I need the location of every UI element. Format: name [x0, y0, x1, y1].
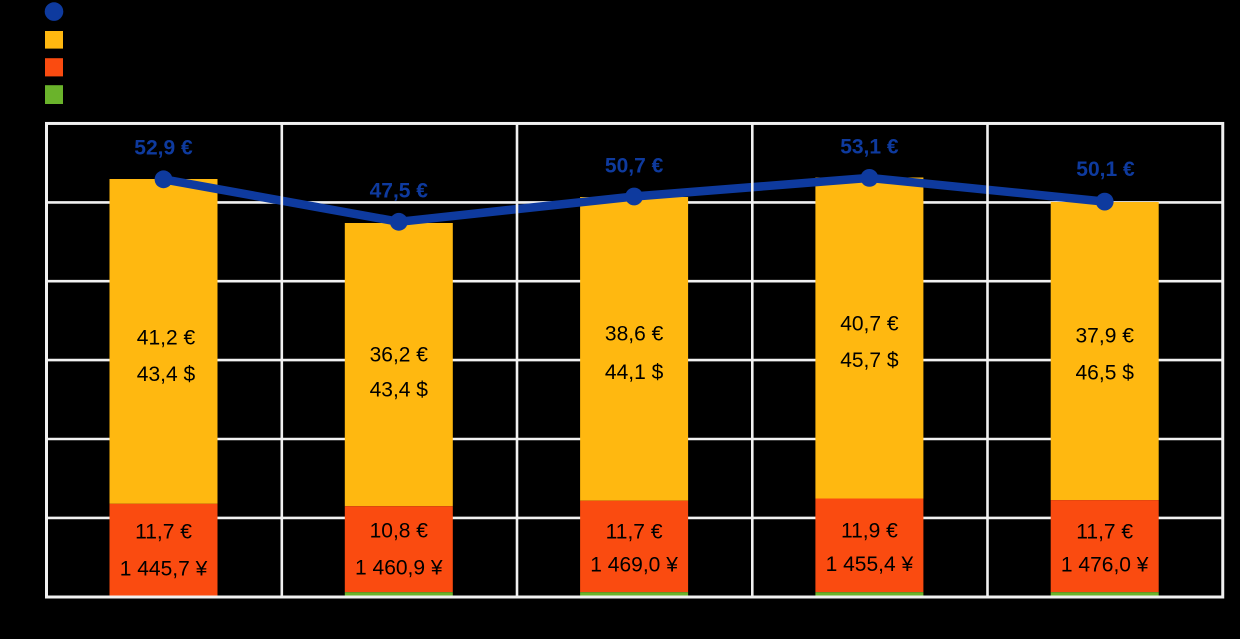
svg-text:11,7 €: 11,7 € — [135, 520, 192, 543]
svg-text:1 476,0 ¥: 1 476,0 ¥ — [1061, 553, 1149, 576]
svg-text:44,1 $: 44,1 $ — [605, 361, 664, 384]
svg-text:45,7 $: 45,7 $ — [840, 349, 899, 372]
svg-text:11,7 €: 11,7 € — [1076, 520, 1133, 543]
svg-text:41,2 €: 41,2 € — [137, 326, 196, 349]
svg-text:37,9 €: 37,9 € — [1076, 324, 1135, 347]
svg-text:1 460,9 ¥: 1 460,9 ¥ — [355, 556, 443, 579]
svg-text:11,7 €: 11,7 € — [606, 520, 663, 543]
svg-text:1 469,0 ¥: 1 469,0 ¥ — [590, 553, 678, 576]
svg-text:50,1 €: 50,1 € — [1076, 158, 1135, 181]
svg-text:53,1 €: 53,1 € — [840, 135, 899, 158]
svg-text:46,5 $: 46,5 $ — [1076, 362, 1135, 385]
svg-text:1 445,7 ¥: 1 445,7 ¥ — [120, 557, 208, 580]
svg-text:38,6 €: 38,6 € — [605, 322, 664, 345]
svg-text:50,7 €: 50,7 € — [605, 154, 664, 177]
svg-text:36,2 €: 36,2 € — [370, 343, 429, 366]
svg-text:47,5 €: 47,5 € — [370, 180, 429, 203]
svg-text:52,9 €: 52,9 € — [134, 137, 193, 160]
svg-text:1 455,4 ¥: 1 455,4 ¥ — [826, 553, 914, 576]
svg-text:43,4 $: 43,4 $ — [137, 363, 196, 386]
svg-text:43,4 $: 43,4 $ — [370, 379, 429, 402]
svg-text:11,9 €: 11,9 € — [841, 519, 898, 542]
svg-text:40,7 €: 40,7 € — [840, 312, 899, 335]
svg-text:10,8 €: 10,8 € — [370, 519, 429, 542]
